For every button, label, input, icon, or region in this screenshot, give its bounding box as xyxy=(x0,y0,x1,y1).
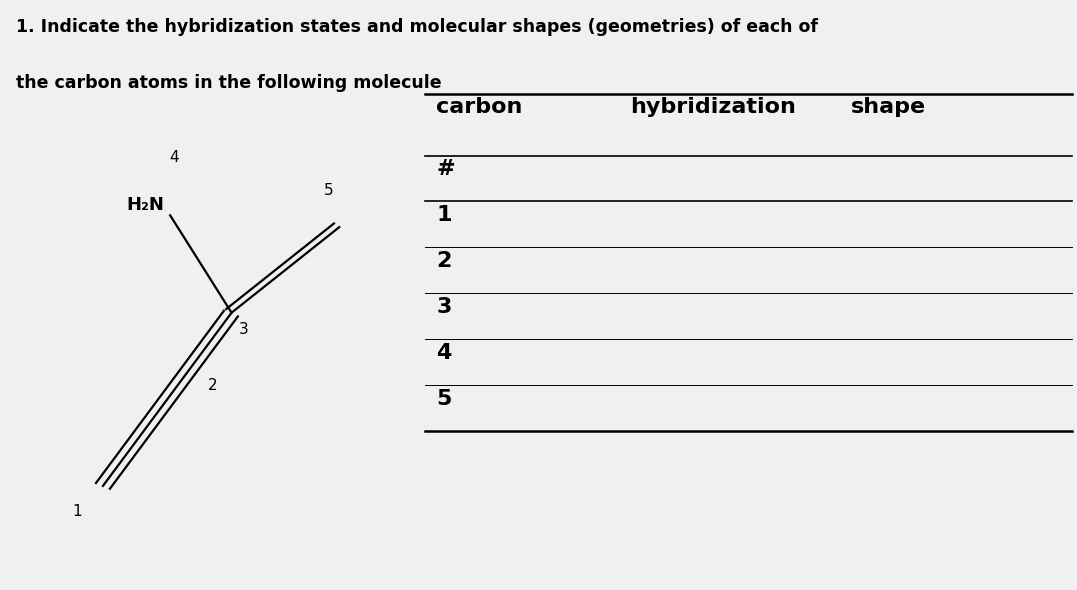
Text: 3: 3 xyxy=(436,297,451,317)
Text: 1. Indicate the hybridization states and molecular shapes (geometries) of each o: 1. Indicate the hybridization states and… xyxy=(16,18,819,36)
Text: 5: 5 xyxy=(324,183,333,198)
Text: the carbon atoms in the following molecule: the carbon atoms in the following molecu… xyxy=(16,74,442,92)
Text: #: # xyxy=(436,159,454,179)
Text: hybridization: hybridization xyxy=(630,97,796,117)
Text: 3: 3 xyxy=(239,322,249,336)
Text: 2: 2 xyxy=(436,251,451,271)
Text: 1: 1 xyxy=(436,205,451,225)
Text: 2: 2 xyxy=(208,378,218,392)
Text: shape: shape xyxy=(851,97,926,117)
Text: 5: 5 xyxy=(436,389,451,409)
Text: 1: 1 xyxy=(73,504,82,519)
Text: 4: 4 xyxy=(436,343,451,363)
Text: 4: 4 xyxy=(170,150,179,165)
Text: carbon: carbon xyxy=(436,97,522,117)
Text: H₂N: H₂N xyxy=(126,195,165,214)
